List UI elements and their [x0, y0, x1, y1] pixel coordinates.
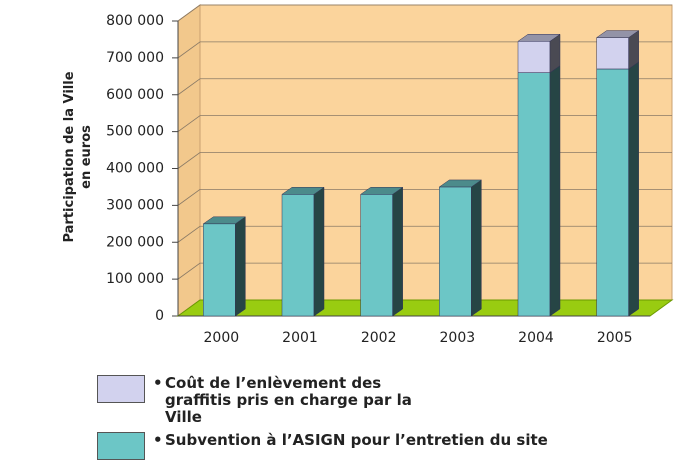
bar-face	[517, 72, 551, 317]
y-tick-label: 200 000	[106, 234, 164, 250]
grid-line	[177, 4, 672, 22]
legend-swatch	[97, 432, 145, 460]
y-tick-label: 600 000	[106, 87, 164, 103]
bar-face	[360, 194, 393, 317]
legend-item: Subvention à l’ASIGN pour l’entretien du…	[97, 432, 645, 460]
bar-face	[281, 187, 325, 195]
bar	[595, 61, 640, 317]
legend-label: Subvention à l’ASIGN pour l’entretien du…	[153, 432, 645, 450]
x-tick-label: 2001	[282, 330, 318, 346]
grid-line	[177, 78, 672, 96]
y-tick-label: 100 000	[106, 271, 164, 287]
grid-line	[177, 152, 672, 169]
bar	[202, 216, 247, 317]
y-tick-label: 500 000	[106, 124, 164, 140]
bar-face	[203, 223, 236, 317]
y-tick-label: 800 000	[106, 13, 164, 29]
bar-face	[596, 68, 629, 317]
grid-line	[177, 262, 672, 280]
bar-face	[595, 30, 640, 38]
bar-face	[628, 61, 639, 317]
bar	[517, 33, 561, 74]
legend-item: Coût de l’enlèvement des graffitis pris …	[97, 375, 445, 426]
grid-line	[177, 225, 672, 243]
bar-face	[596, 37, 629, 70]
y-tick-label: 400 000	[106, 161, 164, 177]
bar	[438, 179, 483, 317]
bar-face	[235, 216, 246, 317]
grid-line	[177, 188, 672, 206]
grid-line	[177, 41, 672, 59]
bar-face	[281, 194, 315, 317]
grid-line	[177, 115, 672, 132]
bar-face	[392, 186, 403, 317]
bar	[595, 30, 640, 70]
bar-face	[438, 179, 483, 188]
bar-face	[439, 186, 472, 317]
y-tick-label: 0	[155, 308, 164, 324]
bar-face	[313, 186, 325, 317]
y-tick-label: 300 000	[106, 197, 164, 213]
x-tick-label: 2004	[518, 330, 554, 346]
legend-swatch	[97, 375, 145, 403]
x-tick-label: 2000	[204, 330, 240, 346]
bar	[281, 186, 325, 317]
bar-face	[549, 65, 561, 317]
bar-face	[471, 179, 482, 317]
bar-face	[359, 187, 404, 195]
bar-face	[517, 41, 551, 73]
bar	[359, 186, 404, 317]
legend-label: Coût de l’enlèvement des graffitis pris …	[153, 375, 445, 426]
bar-face	[202, 216, 247, 225]
y-axis-label: Participation de la Ville en euros	[62, 71, 94, 243]
x-tick-label: 2003	[440, 330, 476, 346]
y-tick-label: 700 000	[106, 50, 164, 66]
bar	[517, 65, 561, 317]
x-tick-label: 2002	[361, 330, 397, 346]
x-tick-label: 2005	[597, 330, 633, 346]
bar-face	[517, 34, 561, 42]
